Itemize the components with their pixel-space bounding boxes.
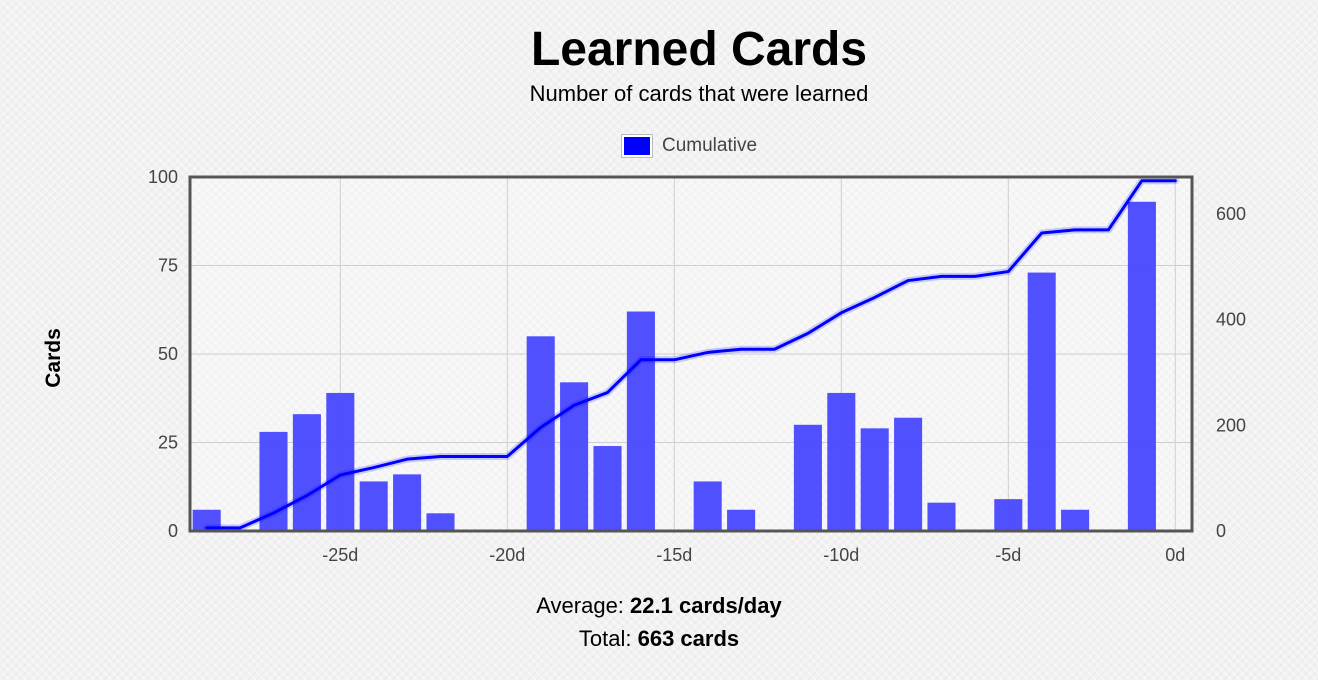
x-tick-label: -15d — [656, 545, 692, 565]
cumulative-line — [205, 179, 1177, 530]
bar-day--23 — [393, 474, 422, 531]
y-right-tick-label: 0 — [1216, 521, 1226, 541]
bar-day--24 — [359, 481, 388, 531]
bar-day--9 — [860, 428, 889, 531]
bar-day--4 — [1027, 272, 1056, 531]
x-tick-label: -10d — [823, 545, 859, 565]
y-right-tick-label: 400 — [1216, 310, 1246, 330]
average-line: Average: 22.1 cards/day — [0, 591, 1318, 621]
legend-swatch — [621, 134, 653, 158]
average-value: 22.1 cards/day — [630, 593, 782, 618]
y-right-tick-label: 600 — [1216, 204, 1246, 224]
y-right-tick-label: 200 — [1216, 415, 1246, 435]
plot-border — [188, 175, 1194, 533]
x-tick-label: 0d — [1165, 545, 1185, 565]
legend-item-cumulative[interactable]: Cumulative — [621, 133, 758, 159]
y-tick-label: 25 — [158, 433, 178, 453]
y-tick-label: 100 — [148, 167, 178, 187]
bar-day--29 — [192, 509, 221, 531]
chart-subtitle: Number of cards that were learned — [529, 81, 869, 106]
bar-day--3 — [1061, 509, 1090, 531]
total-value: 663 cards — [637, 626, 740, 651]
bar-day--1 — [1127, 201, 1156, 531]
bar-day--26 — [292, 414, 321, 531]
total-label: Total: — [578, 626, 632, 651]
y-tick-label: 0 — [168, 521, 178, 541]
legend-label: Cumulative — [662, 135, 758, 156]
bar-day--13 — [727, 509, 756, 531]
bar-day--25 — [326, 392, 355, 531]
x-tick-label: -25d — [322, 545, 358, 565]
bar-day--18 — [560, 382, 589, 531]
bar-day--8 — [894, 417, 923, 531]
x-tick-label: -20d — [489, 545, 525, 565]
total-line: Total: 663 cards — [0, 624, 1318, 654]
bar-day--16 — [626, 311, 655, 531]
x-tick-label: -5d — [995, 545, 1021, 565]
average-label: Average: — [536, 593, 624, 618]
bar-day--11 — [793, 424, 822, 531]
y-tick-label: 75 — [158, 256, 178, 276]
bar-day--5 — [994, 499, 1023, 531]
chart-title: Learned Cards — [530, 23, 868, 76]
bar-day--14 — [693, 481, 722, 531]
y-tick-label: 50 — [158, 344, 178, 364]
bar-day--22 — [426, 513, 455, 531]
bar-day--10 — [827, 392, 856, 531]
bar-day--7 — [927, 502, 956, 531]
bar-day--17 — [593, 446, 622, 531]
